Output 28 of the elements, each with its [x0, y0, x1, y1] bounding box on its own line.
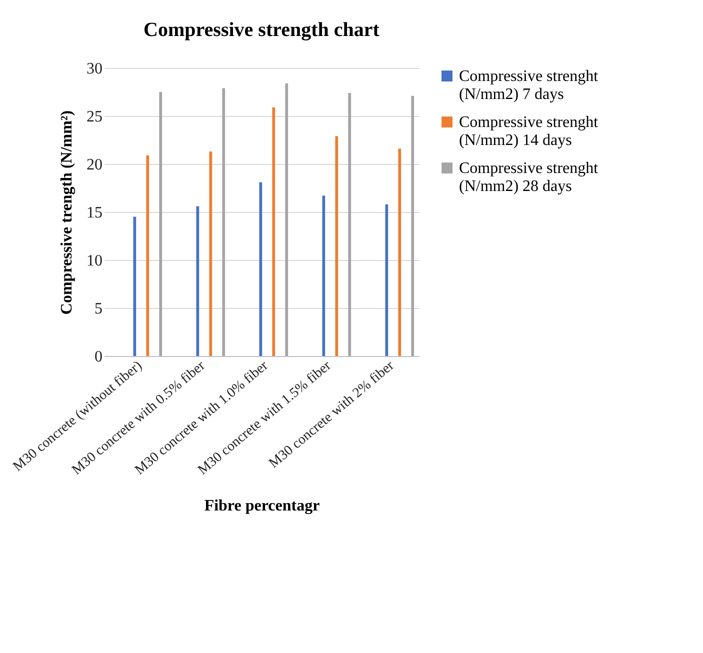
y-tick-label: 5 [94, 300, 102, 318]
bar [398, 148, 402, 356]
y-tick-label: 0 [94, 348, 102, 366]
bar [222, 88, 226, 356]
bar [159, 92, 162, 356]
x-axis-title: Fibre percentagr [204, 497, 320, 514]
bar [196, 206, 200, 356]
y-tick-label: 25 [86, 108, 102, 126]
bar [411, 96, 414, 356]
bar [385, 204, 388, 356]
bar [259, 182, 262, 356]
bar [285, 83, 288, 356]
bar [335, 136, 338, 356]
bar [146, 155, 150, 356]
y-tick-label: 30 [86, 60, 102, 78]
bar [272, 107, 276, 356]
y-axis-title: Compressive trength (N/mm²) [58, 110, 76, 315]
bar [322, 196, 326, 356]
bar [209, 152, 212, 356]
y-tick-label: 10 [86, 252, 102, 270]
y-tick-label: 15 [86, 204, 102, 222]
legend-label: Compressive strenght (N/mm2) 7 days [459, 68, 599, 103]
bar [348, 92, 352, 356]
y-tick-label: 20 [86, 156, 102, 174]
bar [133, 216, 136, 356]
legend-label: Compressive strenght (N/mm2) 28 days [459, 160, 599, 195]
chart-title: Compressive strength chart [144, 19, 380, 41]
legend-label: Compressive strenght (N/mm2) 14 days [459, 114, 599, 149]
